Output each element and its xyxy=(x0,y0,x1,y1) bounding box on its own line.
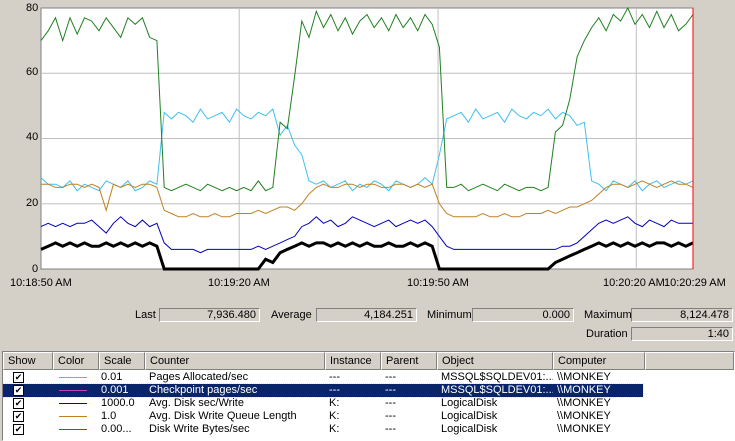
color-swatch xyxy=(59,416,87,417)
header-object[interactable]: Object xyxy=(437,352,553,370)
last-value: 7,936.480 xyxy=(159,308,260,322)
computer-cell: \\MONKEY xyxy=(557,371,611,383)
instance-cell: --- xyxy=(329,371,340,383)
scale-cell: 0.01 xyxy=(101,371,123,383)
parent-cell: --- xyxy=(385,423,396,435)
maximum-label: Maximum xyxy=(584,309,632,321)
show-checkbox[interactable]: ✔ xyxy=(13,424,24,435)
legend-row[interactable]: ✔ 1.0 Avg. Disk Write Queue Length K: --- Log… xyxy=(3,410,643,423)
line-chart xyxy=(40,6,694,271)
color-swatch xyxy=(59,377,87,378)
series-line xyxy=(41,180,694,218)
header-filler xyxy=(645,352,734,370)
show-checkbox[interactable]: ✔ xyxy=(13,385,24,396)
x-tick-label: 10:19:50 AM xyxy=(407,277,469,289)
parent-cell: --- xyxy=(385,410,396,422)
scale-cell: 0.00... xyxy=(101,423,132,435)
instance-cell: --- xyxy=(329,384,340,396)
series-line xyxy=(40,108,694,192)
object-cell: MSSQL$SQLDEV01:... xyxy=(441,384,553,396)
series-line xyxy=(40,6,694,192)
chart-area: 80 60 40 20 0 10:18:50 AM 10:19:20 AM 10… xyxy=(10,2,726,289)
legend-row[interactable]: ✔ 0.01 Pages Allocated/sec --- --- MSSQL$SQLD… xyxy=(3,371,643,384)
maximum-value: 8,124.478 xyxy=(631,308,733,322)
y-tick-label: 60 xyxy=(26,66,39,78)
legend-row[interactable]: ✔ 0.00... Disk Write Bytes/sec K: --- Logical… xyxy=(3,423,643,436)
series-line xyxy=(40,241,694,271)
y-tick-label: 80 xyxy=(26,2,39,14)
counter-cell: Checkpoint pages/sec xyxy=(149,384,258,396)
header-show[interactable]: Show xyxy=(3,352,53,370)
parent-cell: --- xyxy=(385,371,396,383)
legend-header: Show Color Scale Counter Instance Parent… xyxy=(3,352,734,370)
y-tick-label: 40 xyxy=(26,131,39,143)
computer-cell: \\MONKEY xyxy=(557,410,611,422)
header-instance[interactable]: Instance xyxy=(325,352,381,370)
object-cell: LogicalDisk xyxy=(441,423,498,435)
average-value: 4,184.251 xyxy=(316,308,417,322)
instance-cell: K: xyxy=(329,397,340,409)
legend-row[interactable]: ✔ 1000.0 Avg. Disk sec/Write K: --- LogicalDi… xyxy=(3,397,643,410)
header-parent[interactable]: Parent xyxy=(381,352,437,370)
header-scale[interactable]: Scale xyxy=(99,352,145,370)
counter-cell: Avg. Disk Write Queue Length xyxy=(149,410,297,422)
scale-cell: 1.0 xyxy=(101,410,117,422)
series-line xyxy=(40,216,693,254)
x-tick-label: 10:18:50 AM xyxy=(10,277,72,289)
instance-cell: K: xyxy=(329,410,340,422)
computer-cell: \\MONKEY xyxy=(557,397,611,409)
last-label: Last xyxy=(135,309,156,321)
legend-row[interactable]: ✔ 0.001 Checkpoint pages/sec --- --- MSSQL$SQ… xyxy=(3,383,644,398)
scale-cell: 1000.0 xyxy=(101,397,135,409)
counter-legend[interactable]: Show Color Scale Counter Instance Parent… xyxy=(2,351,735,441)
color-swatch xyxy=(59,429,87,430)
object-cell: MSSQL$SQLDEV01:... xyxy=(441,371,553,383)
counter-cell: Disk Write Bytes/sec xyxy=(149,423,250,435)
color-swatch xyxy=(59,403,87,404)
parent-cell: --- xyxy=(385,397,396,409)
header-color[interactable]: Color xyxy=(53,352,99,370)
color-swatch xyxy=(59,390,87,391)
duration-label: Duration xyxy=(586,328,628,340)
object-cell: LogicalDisk xyxy=(441,410,498,422)
show-checkbox[interactable]: ✔ xyxy=(13,372,24,383)
x-tick-label: 10:19:20 AM xyxy=(208,277,270,289)
counter-cell: Pages Allocated/sec xyxy=(149,371,249,383)
average-label: Average xyxy=(271,309,312,321)
header-computer[interactable]: Computer xyxy=(553,352,645,370)
y-tick-label: 0 xyxy=(32,263,39,275)
object-cell: LogicalDisk xyxy=(441,397,498,409)
minimum-label: Minimum xyxy=(427,309,472,321)
header-counter[interactable]: Counter xyxy=(145,352,325,370)
minimum-value: 0.000 xyxy=(472,308,574,322)
computer-cell: \\MONKEY xyxy=(557,423,611,435)
x-tick-label: 10:20:20 AM xyxy=(603,277,665,289)
y-tick-label: 20 xyxy=(26,197,39,209)
scale-cell: 0.001 xyxy=(101,384,129,396)
show-checkbox[interactable]: ✔ xyxy=(13,411,24,422)
instance-cell: K: xyxy=(329,423,340,435)
duration-value: 1:40 xyxy=(631,327,733,341)
show-checkbox[interactable]: ✔ xyxy=(13,398,24,409)
x-tick-label: 10:20:29 AM xyxy=(664,277,726,289)
computer-cell: \\MONKEY xyxy=(557,384,611,396)
counter-cell: Avg. Disk sec/Write xyxy=(149,397,244,409)
parent-cell: --- xyxy=(385,384,396,396)
